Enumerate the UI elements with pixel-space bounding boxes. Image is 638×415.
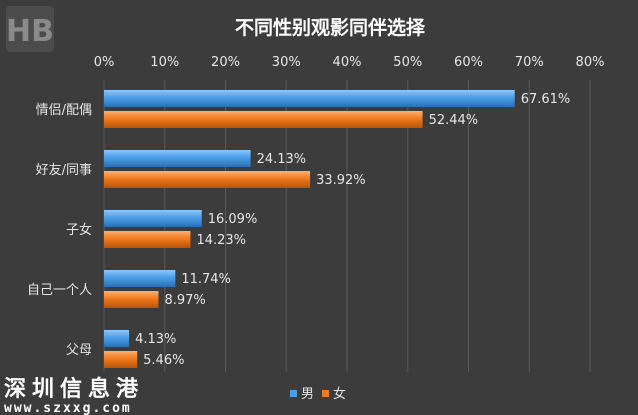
x-tick-label: 60% (454, 55, 483, 70)
data-label-male: 67.61% (521, 92, 571, 107)
data-label-female: 52.44% (429, 113, 479, 128)
x-tick-label: 10% (150, 55, 179, 70)
bar-female (104, 351, 138, 368)
bar-female (104, 111, 423, 128)
logo-text: HB (6, 14, 54, 49)
x-tick-label: 50% (393, 55, 422, 70)
bar-male (104, 150, 251, 167)
bars (104, 90, 515, 368)
logo-watermark: HB (6, 6, 54, 52)
bar-male (104, 210, 202, 227)
data-label-female: 33.92% (316, 173, 366, 188)
category-label: 子女 (66, 222, 92, 238)
legend-swatch-male (290, 390, 297, 397)
bar-female (104, 171, 311, 188)
legend-label-male: 男 (301, 387, 314, 402)
data-label-female: 8.97% (164, 293, 205, 308)
category-label: 父母 (66, 343, 92, 358)
x-tick-label: 0% (94, 55, 115, 70)
category-label: 情侣/配偶 (36, 103, 92, 118)
category-label: 自己一个人 (27, 283, 92, 298)
bar-male (104, 330, 130, 347)
site-url: www.szxxg.com (4, 401, 132, 415)
data-label-male: 24.13% (257, 152, 307, 167)
data-labels: 67.61% 52.44% 24.13% 33.92% 16.09% 14.23% 11.7… (135, 92, 570, 368)
bar-male (104, 90, 515, 107)
bar-male (104, 270, 176, 287)
chart-title: 不同性别观影同伴选择 (235, 16, 426, 39)
site-watermark: 深圳信息港 www.szxxg.com (4, 376, 144, 415)
data-label-male: 16.09% (208, 212, 258, 227)
data-label-female: 5.46% (143, 353, 184, 368)
x-tick-label: 70% (515, 55, 544, 70)
bar-female (104, 291, 159, 308)
data-label-male: 4.13% (135, 332, 176, 347)
legend-label-female: 女 (333, 386, 346, 402)
bar-female (104, 231, 191, 248)
site-name: 深圳信息港 (4, 376, 144, 402)
x-tick-label: 80% (576, 55, 605, 70)
x-tick-label: 20% (211, 55, 240, 70)
data-label-male: 11.74% (181, 272, 231, 287)
legend-swatch-female (322, 390, 329, 397)
legend: 男 女 (290, 386, 346, 402)
x-axis-ticks: 0% 10% 20% 30% 40% 50% 60% 70% 80% (94, 55, 605, 70)
x-tick-label: 40% (333, 55, 362, 70)
data-label-female: 14.23% (196, 233, 246, 248)
category-label: 好友/同事 (36, 162, 92, 178)
x-tick-label: 30% (272, 55, 301, 70)
